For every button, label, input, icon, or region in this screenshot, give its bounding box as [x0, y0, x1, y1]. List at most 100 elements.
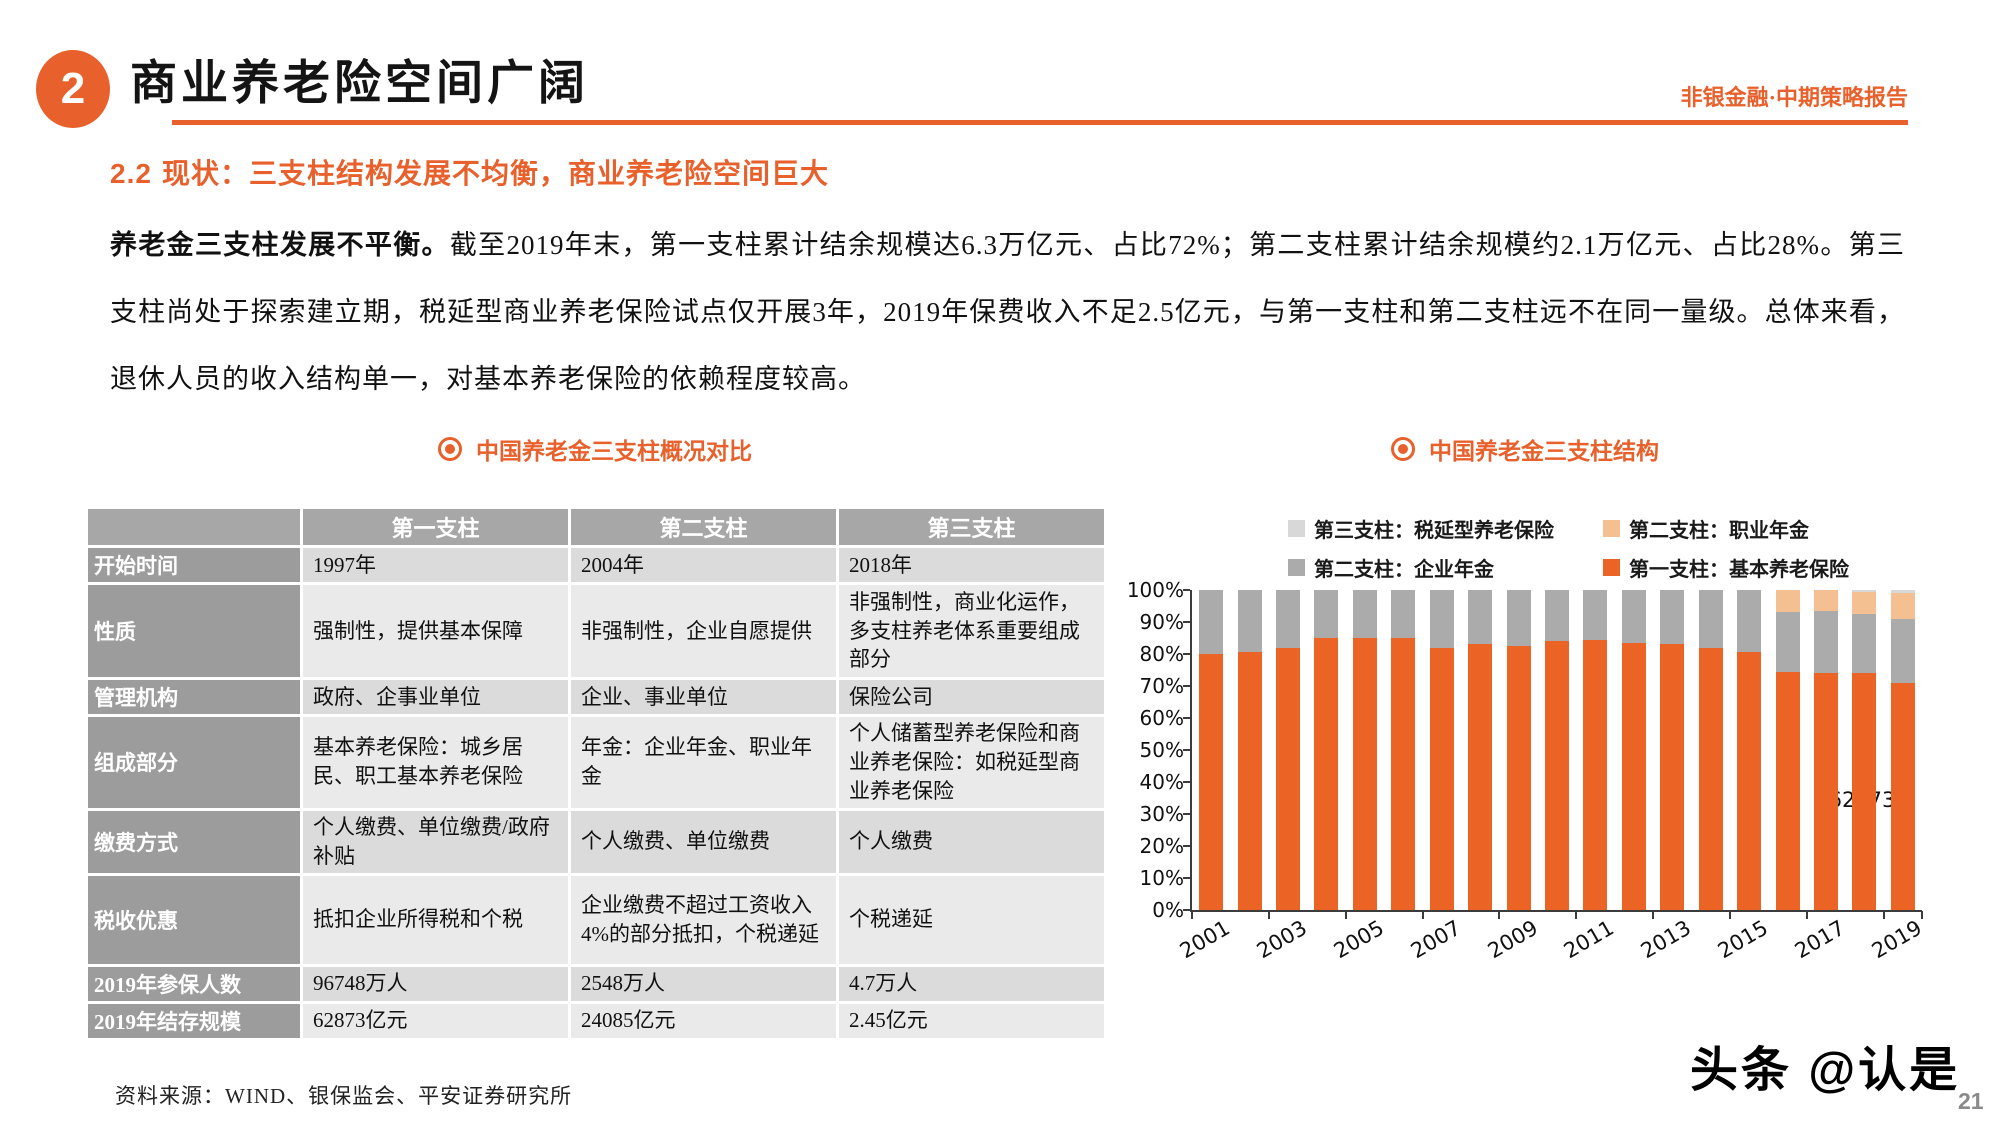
section-number: 2 [60, 64, 86, 113]
bar-segment [1852, 590, 1877, 592]
bar-segment [1545, 590, 1569, 642]
stacked-bar [1621, 590, 1646, 910]
table-row: 性质 强制性，提供基本保障 非强制性，企业自愿提供 非强制性，商业化运作，多支柱养老体… [88, 585, 1104, 677]
chart-panel-title: 中国养老金三支柱结构 [1130, 432, 1920, 466]
paragraph-rest: 截至2019年末，第一支柱累计结余规模达6.3万亿元、占比72%；第二支柱累计结… [110, 230, 1906, 394]
x-axis-label: 2011 [1560, 915, 1619, 964]
table-row-label: 2019年结存规模 [88, 1003, 300, 1038]
bar-segment [1660, 644, 1685, 910]
x-axis-label: 2007 [1406, 915, 1465, 964]
stacked-bar [1775, 590, 1800, 910]
table-row-label: 税收优惠 [88, 875, 300, 964]
bar-segment [1737, 652, 1762, 910]
table-cell: 个人缴费 [839, 810, 1104, 873]
bar-segment [1621, 642, 1646, 910]
chart-title-text: 中国养老金三支柱结构 [1429, 439, 1659, 464]
bar-segment [1506, 590, 1531, 646]
pillar-structure-chart: 第三支柱：税延型养老保险 第二支柱：职业年金第二支柱：企业年金 第一支柱：基本养老保… [1127, 498, 1926, 1038]
source-note: 资料来源：WIND、银保监会、平安证券研究所 [115, 1084, 573, 1108]
chart-legend: 第三支柱：税延型养老保险 第二支柱：职业年金第二支柱：企业年金 第一支柱：基本养老保… [1288, 514, 1883, 582]
body-paragraph: 养老金三支柱发展不平衡。截至2019年末，第一支柱累计结余规模达6.3万亿元、占… [110, 212, 1905, 413]
report-tag: 非银金融·中期策略报告 [1680, 85, 1908, 110]
bar-segment [1890, 682, 1915, 910]
table-row: 管理机构 政府、企事业单位 企业、事业单位 保险公司 [88, 680, 1104, 714]
bar-segment [1775, 612, 1800, 672]
bar-segment [1852, 673, 1877, 910]
bar-segment [1429, 590, 1454, 648]
table-cell: 24085亿元 [571, 1003, 836, 1038]
x-axis-tick [1575, 911, 1578, 919]
table-cell: 抵扣企业所得税和个税 [303, 875, 568, 964]
table-row-label: 性质 [88, 585, 300, 677]
bar-segment [1199, 654, 1224, 910]
legend-item: 第三支柱：税延型养老保险 [1288, 514, 1603, 543]
plot-area: 62873 100%90%80%70%60%50%40%30%20%10%0%2… [1127, 580, 1926, 963]
legend-label: 第一支柱：基本养老保险 [1629, 559, 1849, 581]
y-axis-label: 30% [1139, 802, 1184, 826]
bar-segment [1276, 647, 1301, 910]
table-row-label: 2019年参保人数 [88, 966, 300, 1001]
table-column-header: 第一支柱 [303, 509, 568, 545]
table-row: 开始时间 1997年 2004年 2018年 [88, 548, 1104, 582]
x-axis-label: 2019 [1867, 915, 1926, 964]
table-cell: 非强制性，商业化运作，多支柱养老体系重要组成部分 [839, 585, 1104, 677]
stacked-bar [1813, 590, 1838, 910]
bar-segment [1429, 647, 1454, 910]
legend-label: 第二支柱：职业年金 [1629, 520, 1809, 542]
table-row: 税收优惠 抵扣企业所得税和个税 企业缴费不超过工资收入4%的部分抵扣，个税递延 个税递… [88, 875, 1104, 964]
section-heading: 2.2 现状：三支柱结构发展不均衡，商业养老险空间巨大 [110, 152, 829, 192]
bar-segment [1468, 644, 1493, 910]
stacked-bar [1698, 590, 1723, 910]
pillar-comparison-table: 第一支柱 第二支柱 第三支柱 开始时间 1997年 2004年 2018年 性质 强制性，提供基… [85, 506, 1107, 1041]
table-cell: 企业、事业单位 [571, 680, 836, 714]
stacked-bar [1468, 590, 1493, 910]
legend-swatch [1288, 520, 1305, 537]
table-cell: 62873亿元 [303, 1003, 568, 1038]
bullseye-icon [1391, 437, 1415, 461]
table-row-label: 组成部分 [88, 717, 300, 808]
stacked-bar [1199, 590, 1224, 910]
legend-label: 第二支柱：企业年金 [1314, 559, 1494, 581]
stacked-bar [1391, 590, 1416, 910]
bar-segment [1737, 590, 1762, 653]
y-axis-tick [1183, 845, 1190, 847]
bar-segment [1890, 618, 1915, 683]
table-header-row: 第一支柱 第二支柱 第三支柱 [88, 509, 1104, 545]
table-cell: 个人缴费、单位缴费 [571, 810, 836, 873]
bar-segment [1314, 590, 1339, 638]
bar-segment [1583, 639, 1608, 910]
bar-segment [1199, 590, 1224, 654]
y-axis-label: 100% [1126, 578, 1184, 602]
x-axis-label: 2009 [1483, 915, 1542, 964]
bar-segment [1506, 646, 1531, 910]
stacked-bar [1237, 590, 1262, 910]
x-axis-label: 2015 [1713, 915, 1773, 964]
bar-segment [1352, 638, 1377, 910]
table-cell: 1997年 [303, 548, 568, 582]
bar-segment [1237, 590, 1262, 653]
y-axis-tick [1183, 909, 1190, 911]
title-underline [172, 120, 1908, 125]
y-axis-label: 70% [1139, 674, 1184, 698]
table-cell: 政府、企事业单位 [303, 680, 568, 714]
section-number-badge: 2 [36, 50, 110, 128]
table-cell: 企业缴费不超过工资收入4%的部分抵扣，个税递延 [571, 875, 836, 964]
table-cell: 2018年 [839, 548, 1104, 582]
table-row-label: 开始时间 [88, 548, 300, 582]
legend-swatch [1603, 520, 1620, 537]
table-cell: 年金：企业年金、职业年金 [571, 717, 836, 808]
y-axis-label: 90% [1139, 610, 1184, 634]
legend-item: 第二支柱：职业年金 [1603, 514, 1883, 543]
table-panel-title: 中国养老金三支柱概况对比 [85, 432, 1105, 466]
bar-segment [1583, 590, 1608, 640]
x-axis-tick [1805, 911, 1808, 919]
table-row: 组成部分 基本养老保险：城乡居民、职工基本养老保险 年金：企业年金、职业年金 个人储蓄… [88, 717, 1104, 808]
x-axis-label: 2005 [1329, 915, 1388, 964]
bar-segment [1775, 671, 1800, 910]
table-column-header: 第二支柱 [571, 509, 836, 545]
table-column-header: 第三支柱 [839, 509, 1104, 545]
bar-segment [1314, 638, 1339, 910]
table-cell: 个税递延 [839, 875, 1104, 964]
stacked-bar [1545, 590, 1569, 910]
